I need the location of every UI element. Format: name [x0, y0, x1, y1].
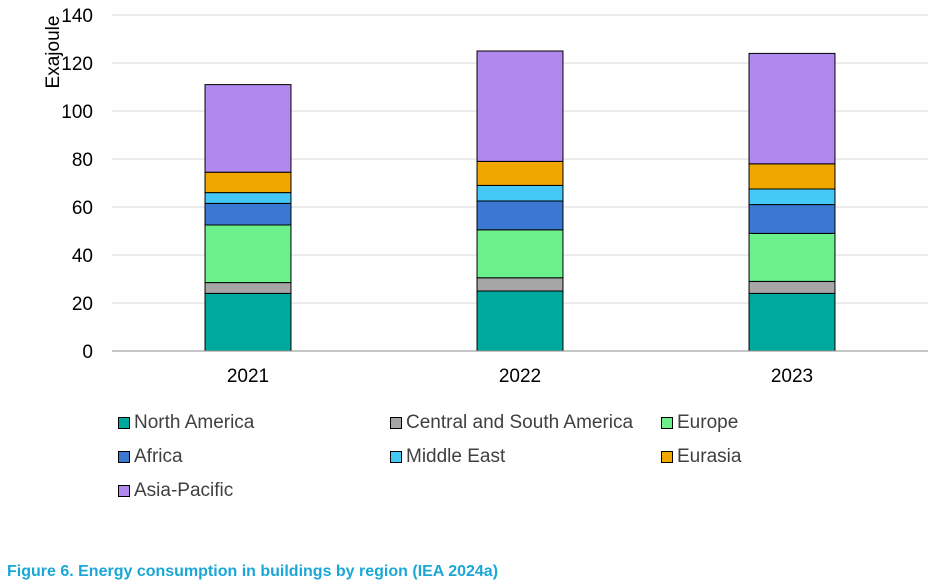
bar-segment — [204, 84, 292, 173]
x-tick-label: 2022 — [499, 366, 541, 387]
bar-segment — [748, 292, 836, 352]
legend-item: Europe — [661, 412, 738, 434]
bar-segment — [748, 232, 836, 282]
y-tick-label: 0 — [82, 342, 93, 363]
bar-segment — [748, 280, 836, 294]
y-tick-label: 120 — [61, 54, 93, 75]
legend-swatch — [661, 451, 673, 463]
legend-label: Europe — [677, 412, 739, 433]
legend-label: Central and South America — [406, 412, 634, 433]
legend-item: Eurasia — [661, 446, 741, 468]
legend-label: Africa — [134, 446, 183, 467]
bar-segment — [204, 282, 292, 294]
legend-swatch — [118, 485, 130, 497]
legend-label: Eurasia — [677, 446, 742, 467]
legend-swatch — [118, 417, 130, 429]
bar-segment — [748, 204, 836, 234]
legend-swatch — [390, 417, 402, 429]
bar-segment — [748, 163, 836, 190]
y-tick-label: 80 — [72, 150, 93, 171]
bar-segment — [476, 160, 564, 186]
bars — [204, 50, 836, 352]
bar-segment — [476, 184, 564, 202]
bar-segment — [476, 290, 564, 352]
legend-item: Africa — [118, 446, 183, 468]
y-tick-label: 140 — [61, 6, 93, 27]
bar-segment — [748, 52, 836, 165]
legend-swatch — [118, 451, 130, 463]
y-tick-label: 40 — [72, 246, 93, 267]
legend-item: Central and South America — [390, 412, 633, 434]
y-tick-label: 20 — [72, 294, 93, 315]
bar-segment — [476, 229, 564, 279]
legend-label: Middle East — [406, 446, 506, 467]
legend-swatch — [661, 417, 673, 429]
y-axis-label: Exajoule — [43, 16, 64, 89]
legend-item: Middle East — [390, 446, 505, 468]
legend-label: North America — [134, 412, 255, 433]
legend-swatch — [390, 451, 402, 463]
x-tick-label: 2023 — [771, 366, 813, 387]
bar-segment — [204, 292, 292, 352]
y-tick-label: 60 — [72, 198, 93, 219]
bar-segment — [476, 200, 564, 231]
figure-caption: Figure 6. Energy consumption in building… — [7, 563, 499, 580]
stacked-bar-chart: 0 20 40 60 80 100 120 140 2021 2022 2023 Exajoule — [43, 6, 928, 387]
legend-item: Asia-Pacific — [118, 480, 233, 502]
bar-segment — [204, 202, 292, 226]
bar-segment — [204, 171, 292, 194]
axes: 0 20 40 60 80 100 120 140 2021 2022 2023 — [61, 6, 928, 387]
y-tick-label: 100 — [61, 102, 93, 123]
legend-label: Asia-Pacific — [134, 480, 234, 501]
bar-segment — [204, 192, 292, 204]
bar-segment — [476, 50, 564, 162]
legend-item: North America — [118, 412, 254, 434]
bar-segment — [476, 277, 564, 292]
bar-segment — [204, 224, 292, 284]
bar-segment — [748, 188, 836, 206]
x-tick-label: 2021 — [227, 366, 269, 387]
